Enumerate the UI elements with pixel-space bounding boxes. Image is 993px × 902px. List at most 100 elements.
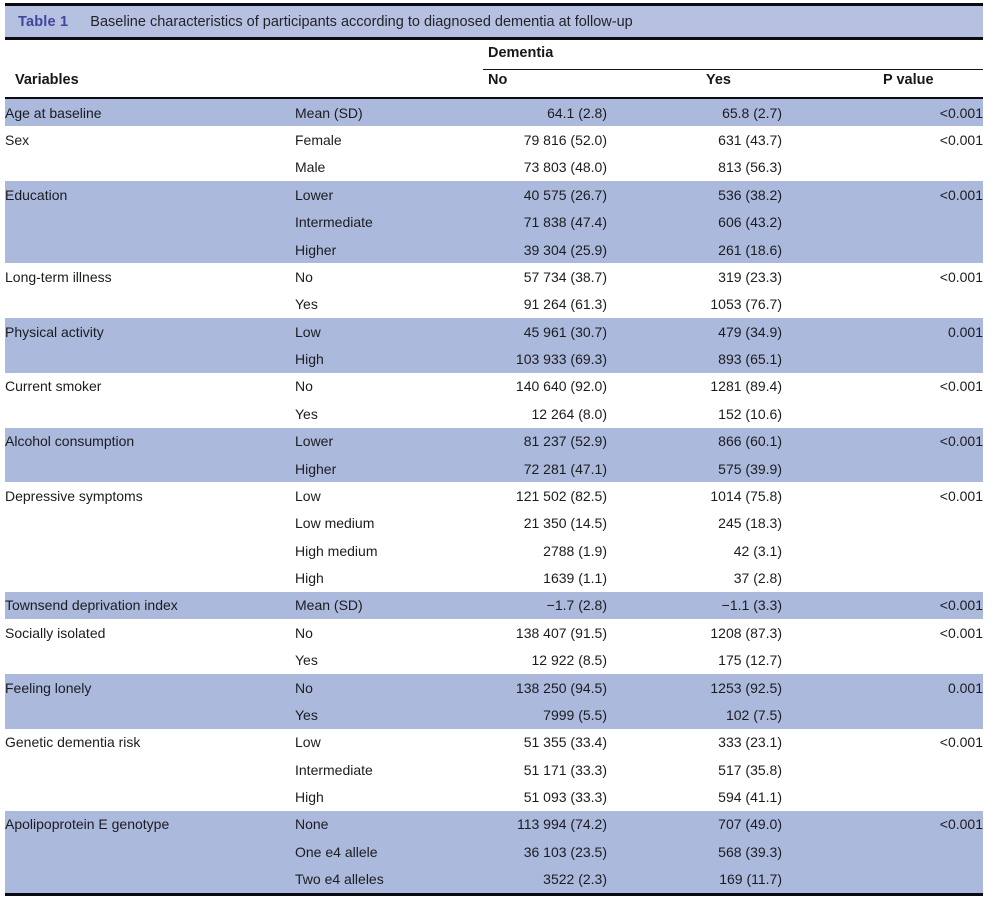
yes-value-cell: 707 (49.0) <box>607 810 782 839</box>
variable-cell <box>5 400 295 427</box>
yes-value-cell: 65.8 (2.7) <box>607 99 782 127</box>
p-value-cell: <0.001 <box>939 378 983 395</box>
category-cell: No <box>295 624 313 641</box>
category-cell: Female <box>295 132 342 149</box>
category-cell: Lower <box>295 427 477 455</box>
category-cell: High <box>295 789 324 806</box>
table-row: Long-term illness No 57 734 (38.7) 319 (23.… <box>5 263 983 290</box>
category-cell: Yes <box>295 701 477 729</box>
p-value-cell <box>782 865 983 893</box>
category-cell: Yes <box>295 296 318 313</box>
no-value-cell: −1.7 (2.8) <box>477 591 607 620</box>
p-value-cell: <0.001 <box>939 132 983 149</box>
column-header-p-value: P value <box>883 71 934 88</box>
category-cell: Lower <box>295 181 477 209</box>
column-header-area: Dementia Variables No Yes P value <box>5 39 983 97</box>
title-bottom-rule <box>5 37 983 40</box>
no-value-cell: 113 994 (74.2) <box>477 810 607 839</box>
variable-cell: Age at baseline <box>5 99 295 127</box>
variable-cell <box>5 838 295 866</box>
table-row: Socially isolated No 138 407 (91.5) 1208 (8… <box>5 619 983 646</box>
table-row: Sex Female 79 816 (52.0) 631 (43.7) <0.001 <box>5 126 983 153</box>
table-row: Male 73 803 (48.0) 813 (56.3) <box>5 154 983 181</box>
no-value-cell: 51 171 (33.3) <box>523 761 607 778</box>
column-group-header-dementia: Dementia <box>488 44 554 61</box>
table-row: Yes 91 264 (61.3) 1053 (76.7) <box>5 291 983 318</box>
category-cell: No <box>295 673 477 702</box>
table-row: Yes 7999 (5.5) 102 (7.5) <box>5 701 983 729</box>
table-row: Higher 72 281 (47.1) 575 (39.9) <box>5 454 983 483</box>
no-value-cell: 51 093 (33.3) <box>523 789 607 806</box>
category-cell: Higher <box>295 454 477 483</box>
table-row: One e4 allele 36 103 (23.5) 568 (39.3) <box>5 838 983 866</box>
variable-cell <box>5 865 295 893</box>
variable-cell <box>5 564 295 591</box>
yes-value-cell: 594 (41.1) <box>718 789 782 806</box>
variable-cell: Education <box>5 181 295 209</box>
column-header-yes: Yes <box>706 71 731 88</box>
p-value-cell <box>782 154 983 181</box>
category-cell: High medium <box>295 542 378 559</box>
no-value-cell: 12 922 (8.5) <box>531 652 608 669</box>
category-cell: Intermediate <box>295 208 477 236</box>
category-cell: No <box>295 268 313 285</box>
no-value-cell: 73 803 (48.0) <box>523 159 607 176</box>
category-cell: Mean (SD) <box>295 99 477 127</box>
no-value-cell: 12 264 (8.0) <box>531 405 608 422</box>
category-cell: Intermediate <box>295 761 373 778</box>
variable-cell: Townsend deprivation index <box>5 591 295 620</box>
data-table: Age at baseline Mean (SD) 64.1 (2.8) 65.8 (… <box>5 99 983 893</box>
yes-value-cell: 568 (39.3) <box>607 838 782 866</box>
header-bottom-rule <box>5 96 983 99</box>
p-value-cell <box>782 291 983 318</box>
yes-value-cell: 1053 (76.7) <box>710 296 782 313</box>
variable-cell: Physical activity <box>5 318 295 346</box>
table-row: Two e4 alleles 3522 (2.3) 169 (11.7) <box>5 865 983 893</box>
table-row: Education Lower 40 575 (26.7) 536 (38.2) <0.… <box>5 181 983 209</box>
p-value-cell <box>782 838 983 866</box>
yes-value-cell: 152 (10.6) <box>718 405 782 422</box>
p-value-cell <box>782 701 983 729</box>
category-cell: Low <box>295 318 477 346</box>
table-row: Age at baseline Mean (SD) 64.1 (2.8) 65.8 (… <box>5 99 983 127</box>
no-value-cell: 57 734 (38.7) <box>523 268 607 285</box>
yes-value-cell: 813 (56.3) <box>718 159 782 176</box>
table-row: Townsend deprivation index Mean (SD) −1.7 … <box>5 591 983 620</box>
variable-cell <box>5 208 295 236</box>
yes-value-cell: 866 (60.1) <box>607 427 782 455</box>
variable-cell <box>5 510 295 537</box>
variable-cell <box>5 345 295 373</box>
yes-value-cell: 102 (7.5) <box>607 701 782 729</box>
variable-cell <box>5 235 295 264</box>
no-value-cell: 51 355 (33.4) <box>523 734 607 751</box>
variable-cell <box>5 291 295 318</box>
table-body: Age at baseline Mean (SD) 64.1 (2.8) 65.8 (… <box>5 99 983 893</box>
no-value-cell: 64.1 (2.8) <box>477 99 607 127</box>
category-cell: Two e4 alleles <box>295 865 477 893</box>
table-row: Higher 39 304 (25.9) 261 (18.6) <box>5 235 983 264</box>
yes-value-cell: 319 (23.3) <box>718 268 782 285</box>
variable-cell <box>5 154 295 181</box>
yes-value-cell: 1208 (87.3) <box>710 624 782 641</box>
category-cell: Yes <box>295 405 318 422</box>
column-header-no: No <box>488 71 508 88</box>
yes-value-cell: 333 (23.1) <box>718 734 782 751</box>
p-value-cell: <0.001 <box>939 268 983 285</box>
variable-cell <box>5 647 295 674</box>
yes-value-cell: −1.1 (3.3) <box>607 591 782 620</box>
yes-value-cell: 479 (34.9) <box>607 318 782 346</box>
p-value-cell: <0.001 <box>939 734 983 751</box>
table-row: Apolipoprotein E genotype None 113 994 (74… <box>5 810 983 839</box>
category-cell: Low <box>295 487 321 504</box>
yes-value-cell: 631 (43.7) <box>718 132 782 149</box>
yes-value-cell: 536 (38.2) <box>607 181 782 209</box>
no-value-cell: 79 816 (52.0) <box>523 132 607 149</box>
table-row: Intermediate 51 171 (33.3) 517 (35.8) <box>5 756 983 783</box>
table-row: Intermediate 71 838 (47.4) 606 (43.2) <box>5 208 983 236</box>
category-cell: High <box>295 345 477 373</box>
variable-cell: Feeling lonely <box>5 673 295 702</box>
no-value-cell: 40 575 (26.7) <box>477 181 607 209</box>
category-cell: No <box>295 378 313 395</box>
no-value-cell: 91 264 (61.3) <box>523 296 607 313</box>
